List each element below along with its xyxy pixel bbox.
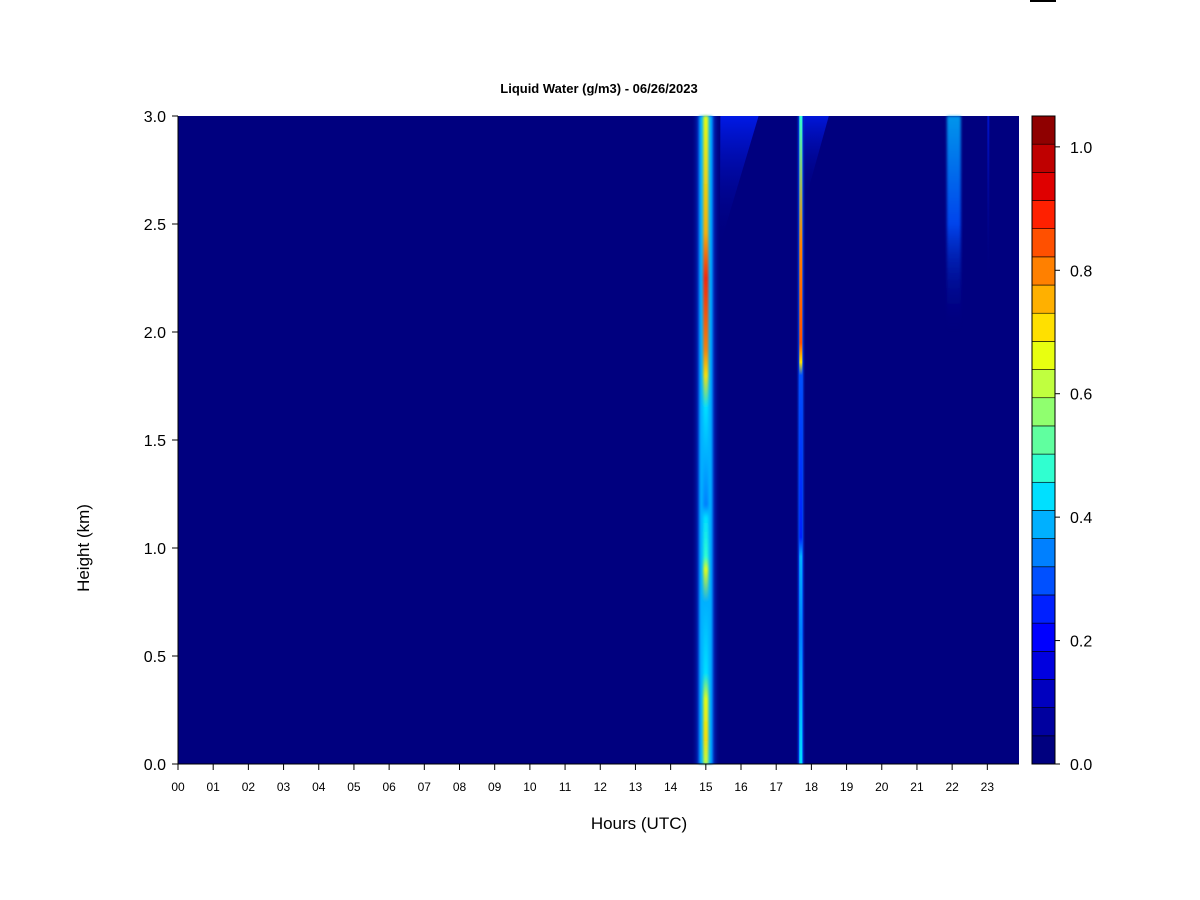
- heatmap-background: [178, 116, 1019, 764]
- x-tick-label: 00: [171, 780, 185, 794]
- colorbar-level: [1031, 510, 1056, 539]
- x-tick-label: 20: [875, 780, 889, 794]
- x-tick-label: 22: [945, 780, 959, 794]
- colorbar-level: [1031, 481, 1056, 511]
- y-axis-label: Height (km): [74, 504, 93, 592]
- x-tick-label: 07: [418, 780, 432, 794]
- colorbar-level: [1031, 172, 1056, 201]
- colorbar-level: [1031, 707, 1056, 737]
- colorbar-level: [1031, 228, 1056, 258]
- x-tick-label: 12: [594, 780, 608, 794]
- feature-23utc: [987, 116, 990, 289]
- colorbar-level: [1031, 538, 1056, 568]
- colorbar-level: [1031, 312, 1056, 342]
- feature-15utc-core: [703, 116, 709, 764]
- feature-18utc-core: [799, 116, 803, 764]
- x-tick-label: 05: [347, 780, 361, 794]
- colorbar-tick-label: 0.8: [1070, 263, 1092, 280]
- x-axis-label: Hours (UTC): [591, 814, 687, 833]
- colorbar-level: [1031, 284, 1056, 314]
- chart-title: Liquid Water (g/m3) - 06/26/2023: [500, 81, 697, 96]
- colorbar-level: [1031, 453, 1056, 483]
- feature-22utc: [946, 116, 961, 332]
- x-tick-label: 06: [382, 780, 396, 794]
- x-tick-label: 02: [242, 780, 256, 794]
- x-tick-label: 09: [488, 780, 502, 794]
- x-tick-label: 18: [805, 780, 819, 794]
- feature-15utc-plume: [719, 116, 759, 246]
- feature-18utc-plume: [803, 116, 829, 203]
- x-tick-label: 17: [770, 780, 784, 794]
- y-tick-label: 0.0: [144, 757, 166, 774]
- y-tick-label: 1.0: [144, 541, 166, 558]
- y-tick-label: 2.5: [144, 217, 166, 234]
- colorbar-tick-label: 0.6: [1070, 387, 1092, 404]
- x-tick-label: 11: [559, 780, 572, 794]
- colorbar-tick-label: 1.0: [1070, 140, 1092, 157]
- y-tick-label: 2.0: [144, 325, 166, 342]
- colorbar-level: [1031, 369, 1056, 399]
- colorbar-level: [1031, 425, 1056, 455]
- x-tick-label: 21: [910, 780, 924, 794]
- corner-mark: [1030, 0, 1056, 2]
- x-tick-label: 08: [453, 780, 467, 794]
- colorbar-level: [1031, 651, 1056, 680]
- x-tick-label: 01: [207, 780, 221, 794]
- colorbar-tick-label: 0.0: [1070, 757, 1092, 774]
- y-axis: 0.0 0.5 1.0 1.5 2.0 2.5 3.0: [144, 109, 179, 774]
- colorbar-level: [1031, 622, 1056, 652]
- x-tick-label: 04: [312, 780, 326, 794]
- colorbar-level: [1031, 679, 1056, 708]
- colorbar-level: [1031, 594, 1056, 624]
- colorbar-level: [1031, 256, 1056, 286]
- colorbar: 0.0 0.2 0.4 0.6 0.8 1.0: [1031, 115, 1092, 774]
- colorbar-level: [1031, 566, 1056, 596]
- colorbar-tick-label: 0.4: [1070, 510, 1092, 527]
- plot-area: [178, 116, 1019, 764]
- colorbar-level: [1031, 397, 1056, 427]
- colorbar-tick-label: 0.2: [1070, 634, 1092, 651]
- x-tick-label: 13: [629, 780, 643, 794]
- colorbar-level: [1031, 341, 1056, 370]
- colorbar-frame: [1031, 115, 1056, 765]
- y-tick-label: 0.5: [144, 649, 166, 666]
- x-axis: 00 01 02 03 04 05 06 07 08 09 10 11 12 13 14 15 16 17 18 19…: [171, 763, 1019, 794]
- x-tick-label: 15: [699, 780, 713, 794]
- x-tick-label: 19: [840, 780, 854, 794]
- x-tick-label: 23: [981, 780, 995, 794]
- x-tick-label: 16: [734, 780, 748, 794]
- colorbar-level: [1031, 115, 1056, 145]
- y-tick-label: 3.0: [144, 109, 166, 126]
- x-tick-label: 10: [523, 780, 537, 794]
- x-tick-label: 14: [664, 780, 678, 794]
- colorbar-level: [1031, 200, 1056, 229]
- heatmap-features: [691, 116, 990, 764]
- y-tick-label: 1.5: [144, 433, 166, 450]
- colorbar-level: [1031, 143, 1056, 173]
- x-tick-label: 03: [277, 780, 291, 794]
- colorbar-level: [1031, 735, 1056, 765]
